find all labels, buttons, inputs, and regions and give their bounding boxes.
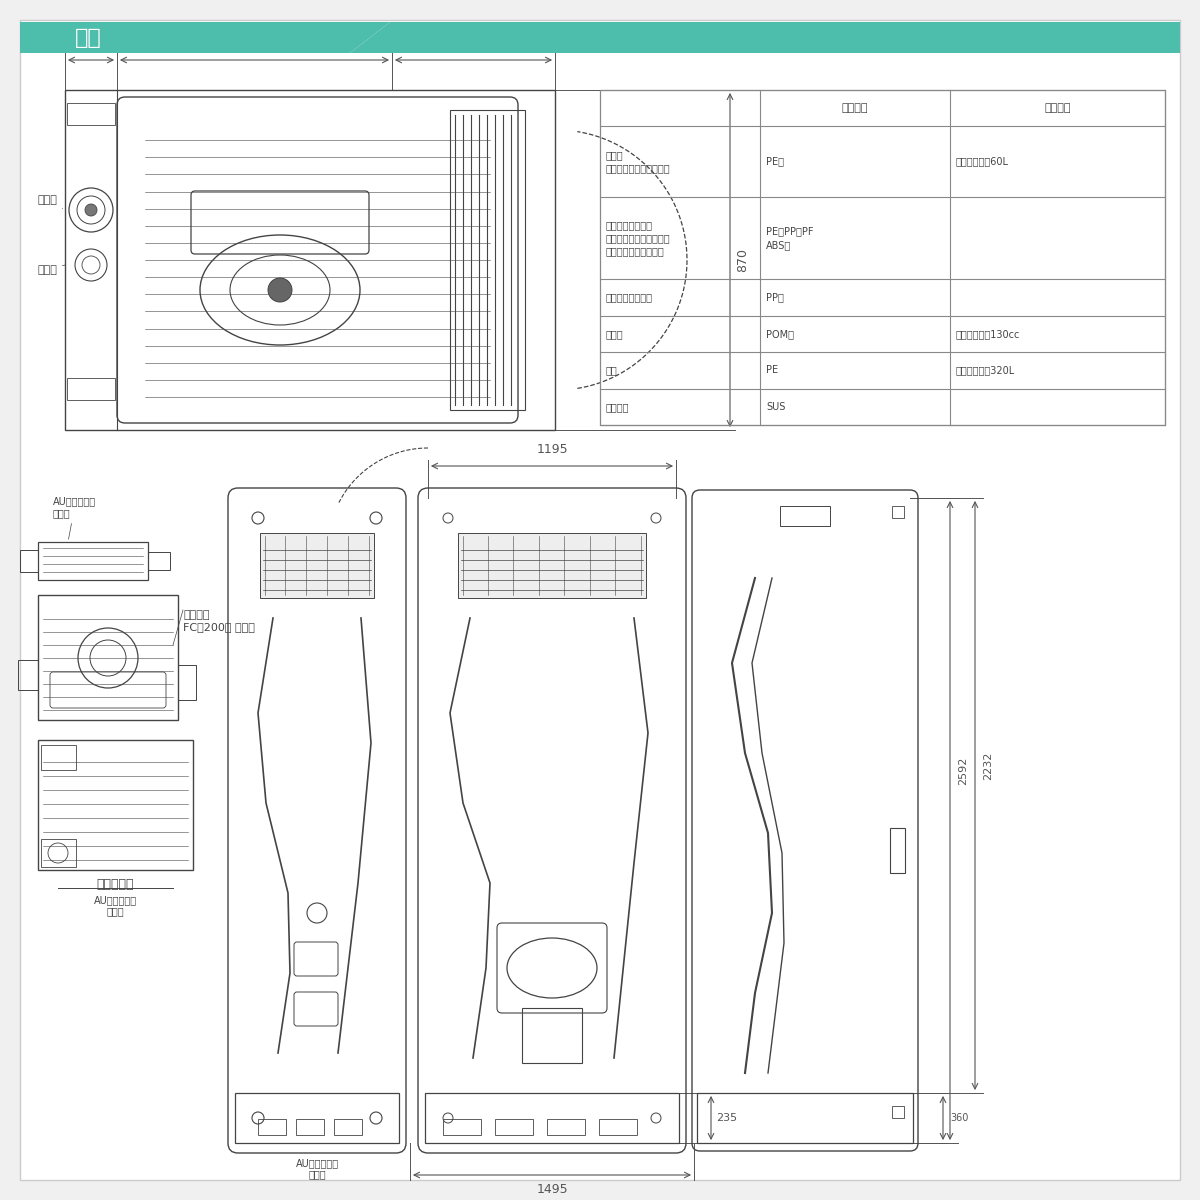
Bar <box>260 533 374 598</box>
Circle shape <box>85 204 97 216</box>
Bar <box>18 660 38 690</box>
Text: タンク伏図: タンク伏図 <box>97 878 134 890</box>
Text: SUS: SUS <box>766 402 785 412</box>
Text: PE、PP、PF
ABS他: PE、PP、PF ABS他 <box>766 227 814 250</box>
Bar <box>20 550 38 572</box>
Text: 1195: 1195 <box>536 443 568 456</box>
Text: 図面: 図面 <box>74 28 102 48</box>
Bar <box>496 1118 533 1135</box>
Text: ポンプ容量：130cc: ポンプ容量：130cc <box>956 329 1020 338</box>
Text: 120: 120 <box>79 38 103 50</box>
Text: 1495: 1495 <box>536 1183 568 1196</box>
Polygon shape <box>350 22 1180 53</box>
Bar <box>67 378 115 400</box>
Text: 便槽: 便槽 <box>606 365 618 376</box>
Bar <box>148 552 170 570</box>
Text: 材　　質: 材 質 <box>841 103 869 113</box>
Bar <box>600 90 1165 425</box>
Polygon shape <box>20 22 390 53</box>
Text: 600: 600 <box>462 38 486 50</box>
Circle shape <box>268 278 292 302</box>
Text: AU兼用タンク
排水口: AU兼用タンク 排水口 <box>295 1158 338 1180</box>
Text: AU兼用タンク
排水口: AU兼用タンク 排水口 <box>53 497 96 539</box>
Bar <box>425 1093 679 1142</box>
Bar <box>235 1093 398 1142</box>
Bar <box>890 828 905 874</box>
Text: 備　　考: 備 考 <box>1044 103 1070 113</box>
Bar <box>522 1008 582 1063</box>
Bar <box>41 745 76 770</box>
Text: 1095: 1095 <box>239 38 270 50</box>
Bar <box>67 103 115 125</box>
Bar <box>697 1093 913 1142</box>
Text: PE他: PE他 <box>766 157 784 167</box>
Text: 2232: 2232 <box>983 751 994 780</box>
Text: 足踏み式
FC－200型 ポンプ: 足踏み式 FC－200型 ポンプ <box>182 610 254 631</box>
Text: 外観及び内部部品
（棚、ペーパーホルダー
ガラリ、レセップ他）: 外観及び内部部品 （棚、ペーパーホルダー ガラリ、レセップ他） <box>606 220 671 257</box>
Bar <box>892 506 904 518</box>
Text: 235: 235 <box>716 1114 737 1123</box>
Text: 870: 870 <box>736 248 749 272</box>
Bar <box>443 1118 481 1135</box>
Text: 便器、フラッパー: 便器、フラッパー <box>606 293 653 302</box>
Bar <box>450 110 526 410</box>
Bar <box>178 665 196 700</box>
Text: AU兼用タンク
排水口: AU兼用タンク 排水口 <box>94 895 137 917</box>
Text: PP他: PP他 <box>766 293 784 302</box>
Text: 360: 360 <box>950 1114 968 1123</box>
Text: PE: PE <box>766 365 778 376</box>
Bar <box>38 542 148 580</box>
Text: 2592: 2592 <box>958 756 968 785</box>
Bar <box>65 90 554 430</box>
Bar <box>334 1118 362 1135</box>
Bar <box>547 1118 586 1135</box>
Bar <box>38 740 193 870</box>
Bar <box>599 1118 637 1135</box>
Bar <box>296 1118 324 1135</box>
Text: 給水口: 給水口 <box>37 265 65 275</box>
Bar <box>41 839 76 866</box>
Text: ネジ各種: ネジ各種 <box>606 402 630 412</box>
Text: ポンプ: ポンプ <box>606 329 624 338</box>
Text: タンク容量：60L: タンク容量：60L <box>956 157 1009 167</box>
Text: 本体部
（外観及び内部タンク）: 本体部 （外観及び内部タンク） <box>606 150 671 173</box>
Bar <box>892 1106 904 1118</box>
Text: 汲取口: 汲取口 <box>37 194 62 209</box>
Bar <box>458 533 646 598</box>
Text: タンク容量：320L: タンク容量：320L <box>956 365 1015 376</box>
Bar <box>780 506 830 526</box>
Bar <box>38 595 178 720</box>
Text: POM他: POM他 <box>766 329 794 338</box>
Bar <box>258 1118 286 1135</box>
